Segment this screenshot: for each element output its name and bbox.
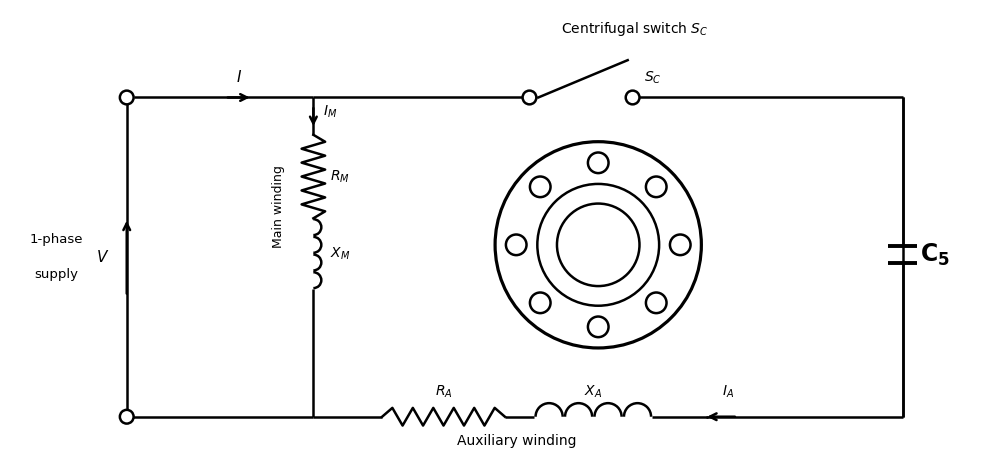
Text: $X_M$: $X_M$ <box>330 245 350 262</box>
Circle shape <box>588 152 609 173</box>
Circle shape <box>530 292 551 313</box>
Circle shape <box>646 292 667 313</box>
Circle shape <box>120 91 134 104</box>
Text: $I$: $I$ <box>236 69 242 85</box>
Text: $R_A$: $R_A$ <box>435 384 452 400</box>
Circle shape <box>588 316 609 337</box>
Circle shape <box>523 91 536 104</box>
Text: supply: supply <box>34 268 78 281</box>
Circle shape <box>495 141 701 348</box>
Text: Auxiliary winding: Auxiliary winding <box>457 434 577 448</box>
Circle shape <box>120 410 134 423</box>
Text: $X_A$: $X_A$ <box>584 384 602 400</box>
Circle shape <box>537 184 659 306</box>
Circle shape <box>530 177 551 197</box>
Text: $R_M$: $R_M$ <box>330 168 350 185</box>
Text: Rotor: Rotor <box>577 237 619 252</box>
Circle shape <box>646 177 667 197</box>
Text: $S_C$: $S_C$ <box>644 70 662 86</box>
Text: $\mathbf{C_5}$: $\mathbf{C_5}$ <box>920 242 950 268</box>
Text: $V$: $V$ <box>96 249 109 265</box>
Text: $I_M$: $I_M$ <box>323 104 337 120</box>
Text: 1-phase: 1-phase <box>29 233 83 246</box>
Text: Main winding: Main winding <box>272 165 285 249</box>
Circle shape <box>557 204 639 286</box>
Circle shape <box>670 235 691 255</box>
Text: $I_A$: $I_A$ <box>722 384 734 400</box>
Text: Centrifugal switch $S_C$: Centrifugal switch $S_C$ <box>561 20 709 38</box>
Circle shape <box>626 91 639 104</box>
Circle shape <box>506 235 527 255</box>
